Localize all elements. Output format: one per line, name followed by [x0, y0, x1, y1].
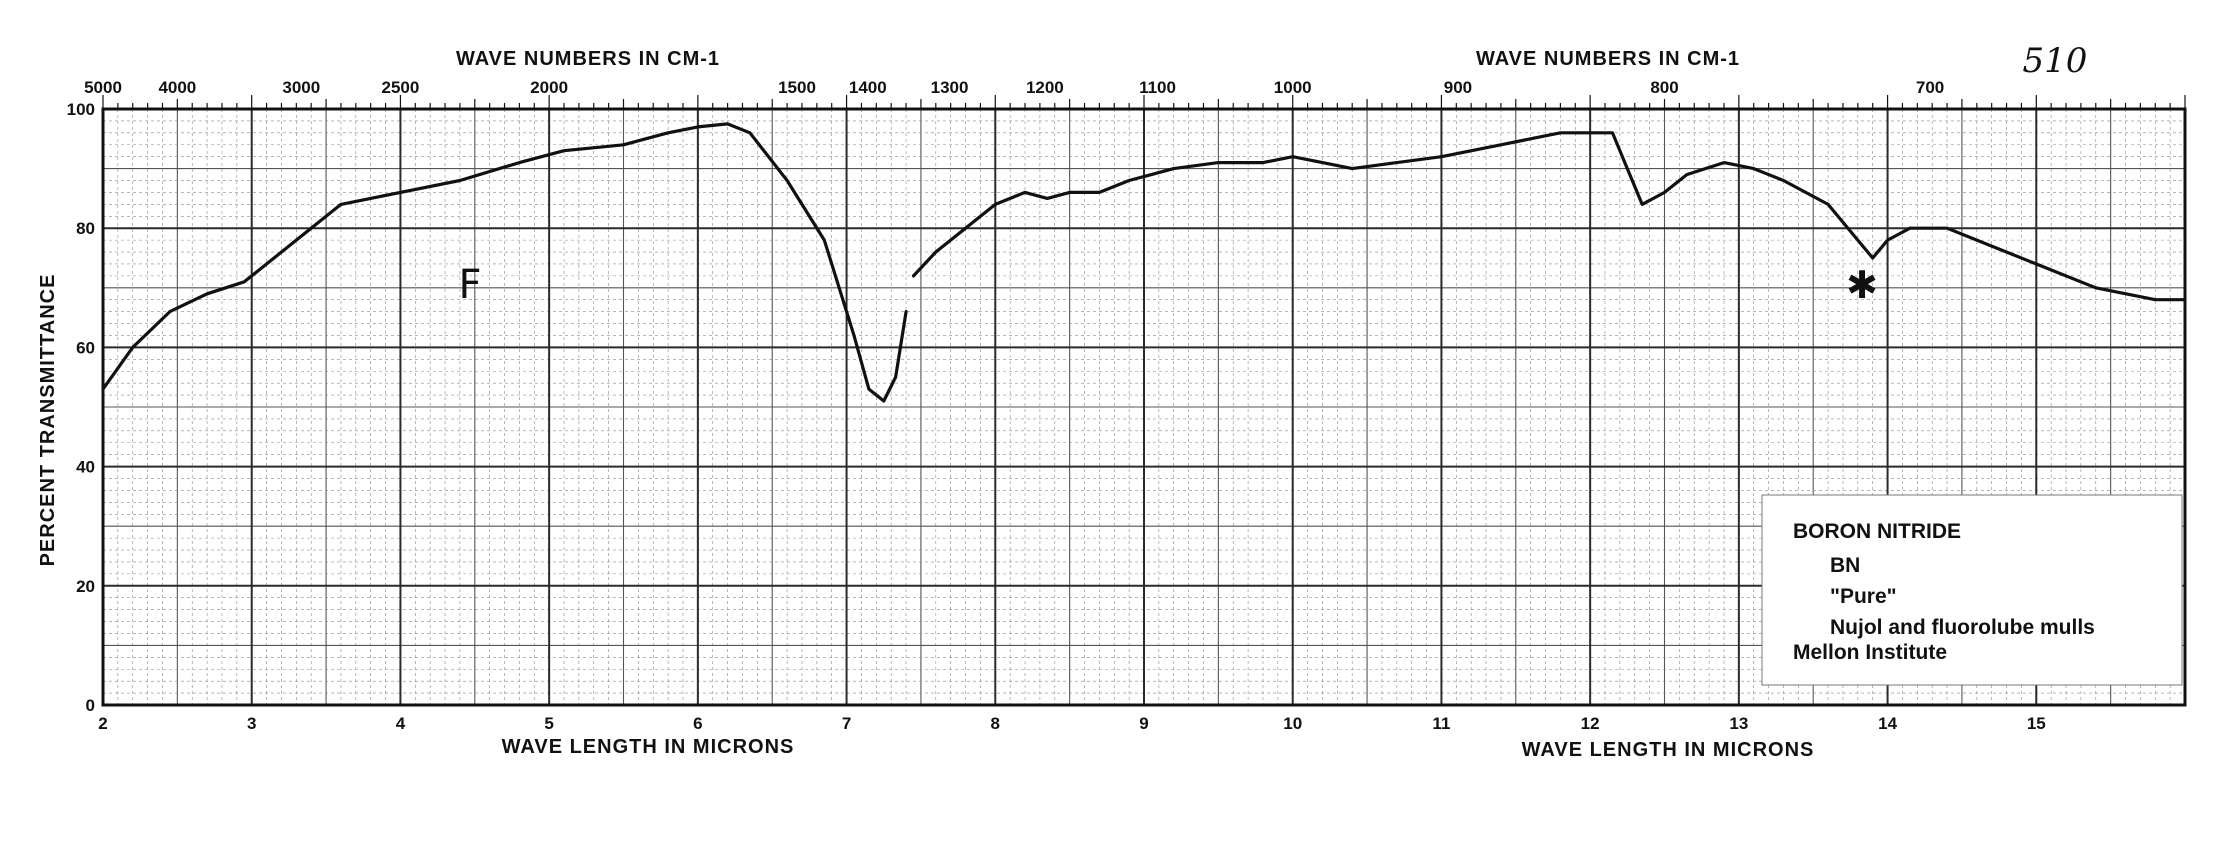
x-tick-label: 12	[1581, 714, 1600, 733]
top-axis-tick-label: 2000	[530, 78, 568, 97]
top-axis-tick-label: 1000	[1274, 78, 1312, 97]
top-axis-tick-label: 700	[1916, 78, 1944, 97]
star-annotation: ✱	[1846, 265, 1878, 307]
x-tick-label: 11	[1432, 714, 1450, 733]
x-tick-label: 4	[396, 714, 406, 733]
top-axis-title-left: WAVE NUMBERS IN CM-1	[456, 48, 720, 70]
x-tick-labels: 2 3 4 5 6 7 8 9 10 11 12 13 14 15	[98, 714, 2045, 733]
x-axis-title-left: WAVE LENGTH IN MICRONS	[502, 736, 795, 758]
top-axis-tick-label: 3000	[282, 78, 320, 97]
top-axis-tick-label: 2500	[382, 78, 420, 97]
x-tick-label: 6	[693, 714, 702, 733]
top-axis-tick-label: 1500	[778, 78, 816, 97]
top-axis-tick-label: 5000	[84, 78, 122, 97]
legend-title: BORON NITRIDE	[1793, 520, 1961, 543]
top-axis-tick-label: 800	[1650, 78, 1678, 97]
sample-mark: F	[458, 262, 481, 308]
x-tick-label: 15	[2027, 714, 2046, 733]
x-tick-label: 5	[544, 714, 553, 733]
x-tick-label: 3	[247, 714, 256, 733]
legend-line-2: "Pure"	[1830, 585, 1897, 608]
legend-line-3: Nujol and fluorolube mulls	[1830, 616, 2095, 639]
y-tick-label: 60	[76, 338, 95, 357]
y-tick-label: 100	[67, 100, 95, 119]
series-line-segment	[911, 131, 2187, 302]
top-axis-tick-label: 4000	[158, 78, 196, 97]
y-tick-label: 0	[86, 696, 95, 715]
x-tick-label: 10	[1283, 714, 1302, 733]
y-tick-label: 80	[76, 219, 95, 238]
top-axis-title-right: WAVE NUMBERS IN CM-1	[1476, 48, 1740, 70]
y-tick-labels: 0 20 40 60 80 100	[67, 100, 95, 715]
legend-box: BORON NITRIDE BN "Pure" Nujol and fluoro…	[1761, 494, 2183, 686]
top-axis-tick-label: 1100	[1139, 78, 1176, 97]
y-tick-label: 20	[76, 577, 95, 596]
top-axis-tick-label: 1200	[1026, 78, 1064, 97]
x-tick-label: 14	[1878, 714, 1897, 733]
top-axis-tick-label: 1400	[849, 78, 887, 97]
x-tick-label: 2	[98, 714, 107, 733]
page-number: 510	[2023, 41, 2088, 81]
series-transmittance	[101, 122, 2187, 403]
top-axis-ticks: 5000 4000 3000 2500 2000 1500 1400 1300 1200 1100…	[84, 78, 2186, 109]
y-axis-title: PERCENT TRANSMITTANCE	[37, 274, 59, 567]
legend-source: Mellon Institute	[1793, 641, 1947, 664]
x-tick-label: 8	[991, 714, 1000, 733]
legend-line-1: BN	[1830, 554, 1860, 577]
series-line-segment	[101, 122, 908, 403]
x-tick-label: 7	[842, 714, 851, 733]
top-axis-tick-label: 1300	[931, 78, 969, 97]
x-tick-label: 13	[1729, 714, 1748, 733]
top-axis-tick-label: 900	[1444, 78, 1472, 97]
x-tick-label: 9	[1139, 714, 1148, 733]
legend-background	[1761, 494, 2183, 686]
x-axis-title-right: WAVE LENGTH IN MICRONS	[1522, 739, 1815, 761]
y-tick-label: 40	[76, 458, 95, 477]
